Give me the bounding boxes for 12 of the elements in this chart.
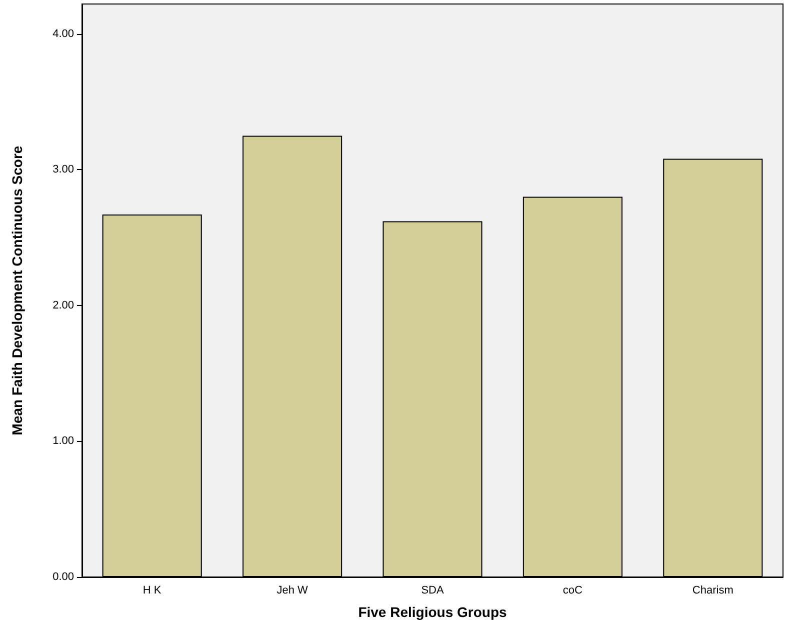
- x-axis-title: Five Religious Groups: [358, 604, 507, 620]
- y-tick-label: 4.00: [52, 28, 74, 40]
- x-tick-label: coC: [562, 584, 583, 596]
- y-tick-label: 0.00: [52, 571, 74, 583]
- y-tick-label: 3.00: [52, 164, 74, 176]
- x-tick-label: Jeh W: [276, 584, 308, 596]
- x-tick-label: H K: [142, 584, 162, 596]
- y-axis-title: Mean Faith Development Continuous Score: [9, 146, 25, 436]
- x-tick-label: Charism: [692, 584, 734, 596]
- y-tick-label: 1.00: [52, 435, 74, 448]
- x-tick-label: SDA: [421, 584, 444, 596]
- y-tick-label: 2.00: [52, 299, 74, 312]
